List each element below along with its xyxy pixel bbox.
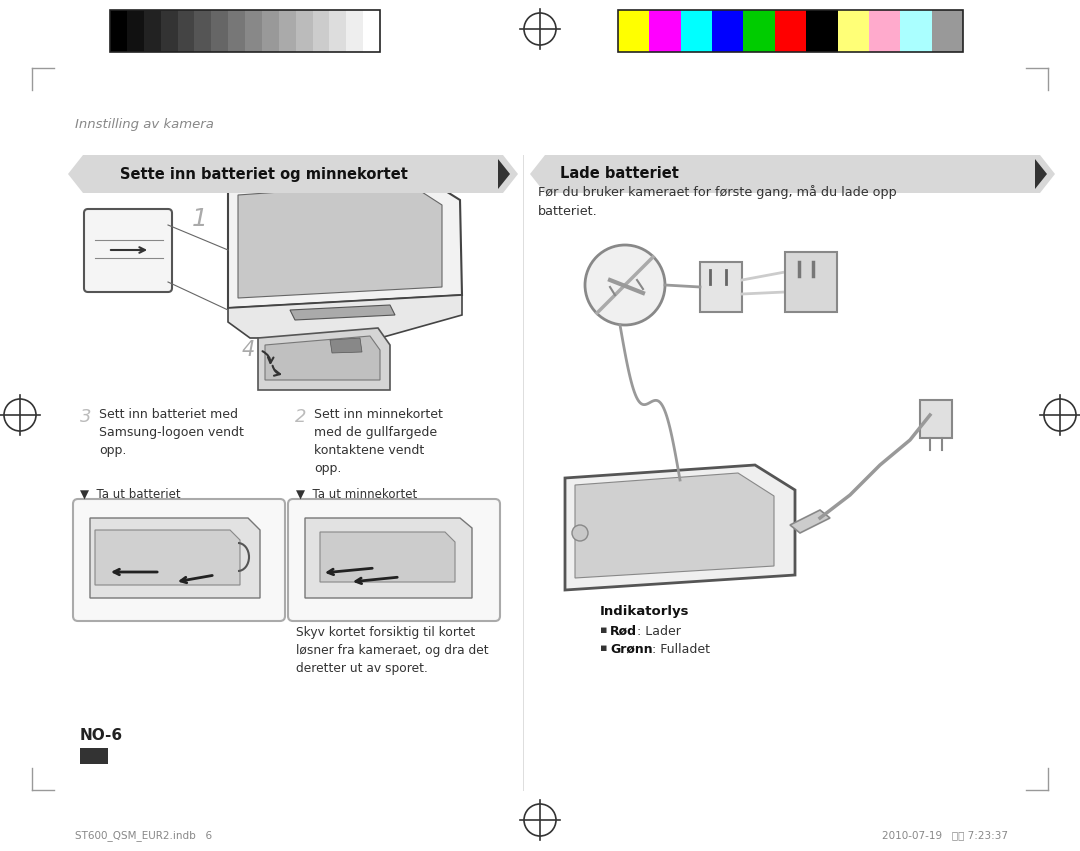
Text: 4: 4 (241, 340, 255, 360)
Text: Sett inn minnekortet
med de gullfargede
kontaktene vendt
opp.: Sett inn minnekortet med de gullfargede … (314, 408, 443, 475)
Polygon shape (228, 295, 462, 338)
Polygon shape (530, 155, 1055, 193)
Polygon shape (291, 305, 395, 320)
Bar (110, 10, 380, 52)
Polygon shape (320, 532, 455, 582)
Text: Innstilling av kamera: Innstilling av kamera (75, 118, 214, 131)
Bar (363, 10, 380, 52)
Bar (869, 10, 901, 52)
Bar (177, 10, 194, 52)
Polygon shape (68, 155, 518, 193)
Text: Lade batteriet: Lade batteriet (561, 167, 679, 181)
Bar (901, 10, 932, 52)
Text: Skyv kortet forsiktig til kortet
løsner fra kameraet, og dra det
deretter ut av : Skyv kortet forsiktig til kortet løsner … (296, 626, 488, 675)
Bar (144, 10, 161, 52)
Text: Sett inn batteriet med
Samsung-logoen vendt
opp.: Sett inn batteriet med Samsung-logoen ve… (99, 408, 244, 457)
Text: ST600_QSM_EUR2.indb   6: ST600_QSM_EUR2.indb 6 (75, 830, 212, 841)
Bar (806, 10, 838, 52)
Circle shape (572, 525, 588, 541)
Bar (312, 10, 329, 52)
Bar (743, 10, 774, 52)
Bar (261, 10, 279, 52)
Text: 3: 3 (80, 408, 92, 426)
Bar (194, 10, 212, 52)
Bar (245, 10, 261, 52)
Polygon shape (258, 328, 390, 390)
Text: NO-6: NO-6 (80, 728, 123, 743)
Polygon shape (228, 175, 462, 308)
Bar (700, 262, 742, 312)
Polygon shape (90, 518, 260, 598)
Text: ▪: ▪ (600, 643, 611, 653)
Bar (161, 10, 177, 52)
FancyBboxPatch shape (84, 209, 172, 292)
Bar (618, 10, 649, 52)
Bar (774, 10, 806, 52)
Text: ▪: ▪ (600, 625, 611, 635)
Polygon shape (575, 473, 774, 578)
Bar (80, 748, 108, 764)
Bar (329, 10, 347, 52)
FancyBboxPatch shape (73, 499, 285, 621)
Bar (785, 252, 837, 312)
Polygon shape (95, 530, 240, 585)
Polygon shape (565, 465, 795, 590)
Polygon shape (498, 159, 510, 189)
Text: ▼  Ta ut batteriet: ▼ Ta ut batteriet (80, 488, 180, 501)
Bar (279, 10, 296, 52)
Polygon shape (330, 338, 362, 353)
Text: 2: 2 (295, 408, 307, 426)
Text: Sette inn batteriet og minnekortet: Sette inn batteriet og minnekortet (120, 167, 407, 181)
Bar (126, 10, 144, 52)
Bar (920, 400, 951, 438)
Text: Før du bruker kameraet for første gang, må du lade opp
batteriet.: Før du bruker kameraet for første gang, … (538, 185, 896, 218)
Text: ▼  Ta ut minnekortet: ▼ Ta ut minnekortet (296, 488, 417, 501)
Text: Rød: Rød (610, 625, 637, 638)
Bar (296, 10, 312, 52)
Bar (347, 10, 363, 52)
Bar (712, 10, 743, 52)
Bar (618, 10, 963, 52)
Text: : Fulladet: : Fulladet (652, 643, 710, 656)
Bar (680, 10, 712, 52)
Circle shape (585, 245, 665, 325)
Polygon shape (1035, 159, 1047, 189)
Text: 2010-07-19   오후 7:23:37: 2010-07-19 오후 7:23:37 (882, 830, 1008, 840)
Text: : Lader: : Lader (637, 625, 680, 638)
Bar (649, 10, 680, 52)
Text: 1: 1 (192, 207, 208, 231)
Polygon shape (305, 518, 472, 598)
Text: Grønn: Grønn (610, 643, 652, 656)
Polygon shape (265, 336, 380, 380)
FancyBboxPatch shape (288, 499, 500, 621)
Bar (212, 10, 228, 52)
Polygon shape (238, 183, 442, 298)
Bar (932, 10, 963, 52)
Text: Indikatorlys: Indikatorlys (600, 605, 689, 618)
Bar (228, 10, 245, 52)
Bar (110, 10, 126, 52)
Polygon shape (789, 510, 831, 533)
Bar (838, 10, 869, 52)
